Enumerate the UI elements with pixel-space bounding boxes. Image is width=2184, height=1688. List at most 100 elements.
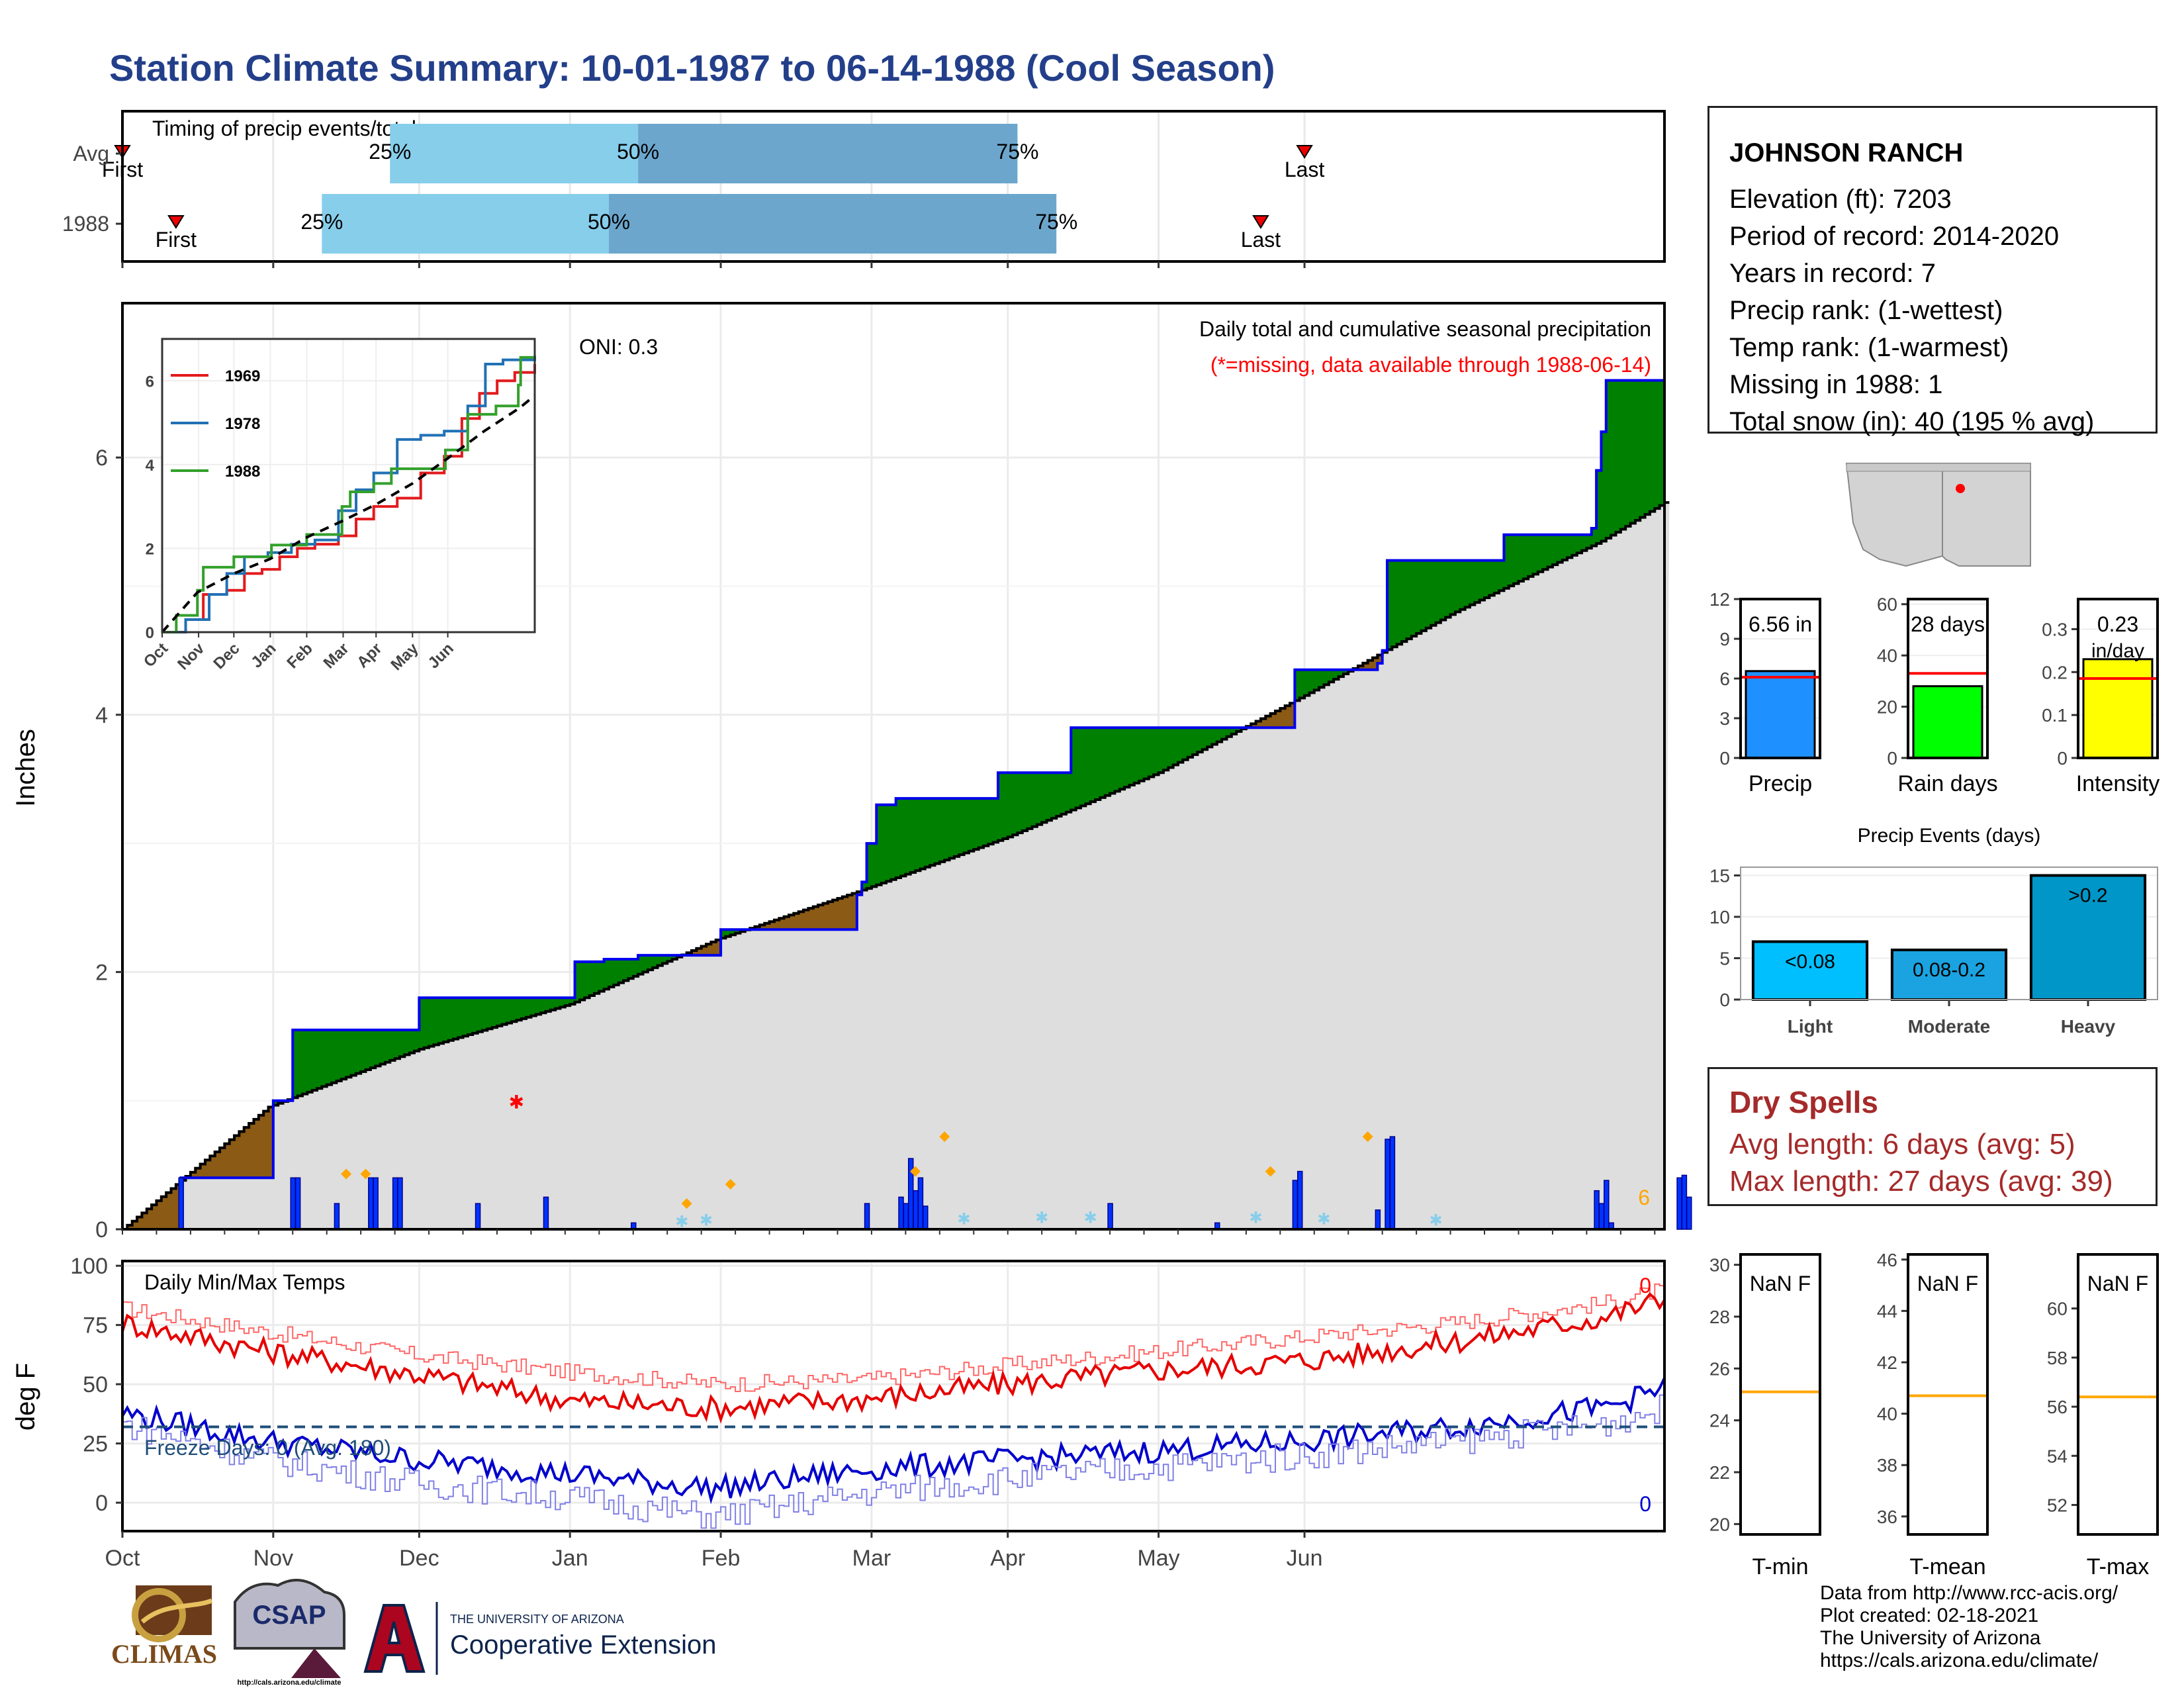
above-avg-fill [1396, 560, 1402, 645]
summary-bar [2082, 658, 2154, 759]
station-line: Missing in 1988: 1 [1729, 370, 1943, 399]
above-avg-fill [1450, 560, 1456, 615]
snow-marker-icon [725, 1178, 736, 1190]
daily-precip-bar [913, 1190, 919, 1230]
below-avg-fill [1372, 657, 1378, 670]
temp-xtick-label: May [1137, 1546, 1179, 1571]
above-avg-fill [1494, 560, 1500, 593]
above-avg-fill [380, 1029, 386, 1064]
above-avg-fill [974, 798, 979, 850]
summary-ytick-label: 12 [1709, 589, 1730, 610]
below-avg-fill [833, 900, 839, 930]
below-avg-fill [715, 939, 721, 956]
summary-panel-border [1907, 598, 1989, 759]
above-avg-fill [1611, 380, 1617, 536]
inset-ytick-label: 0 [146, 624, 154, 642]
page-title: Station Climate Summary: 10-01-1987 to 0… [109, 47, 1275, 89]
above-avg-fill [1071, 727, 1077, 810]
tsummary-value-label: NaN F [1750, 1272, 1811, 1295]
above-avg-fill [1216, 727, 1222, 742]
above-avg-fill [326, 1029, 332, 1085]
above-avg-fill [876, 804, 882, 885]
first-marker-icon [167, 215, 185, 229]
above-avg-fill [1144, 727, 1150, 779]
above-avg-fill [998, 773, 1003, 841]
events-ytick-label: 5 [1719, 949, 1730, 969]
below-avg-fill [837, 898, 843, 930]
events-ytick-label: 15 [1709, 866, 1730, 886]
above-avg-fill [1027, 773, 1033, 829]
tsummary-ytick-label: 40 [1877, 1404, 1897, 1425]
above-avg-fill [414, 1029, 420, 1051]
events-bar-label: <0.08 [1785, 951, 1835, 973]
above-avg-fill [1158, 727, 1164, 773]
below-avg-fill [764, 923, 770, 930]
summary-ytick-label: 0 [1887, 748, 1897, 769]
above-avg-fill [1489, 560, 1495, 596]
climas-logo-background [136, 1585, 212, 1635]
temp-chart-title: Daily Min/Max Temps [144, 1270, 345, 1294]
freeze-marker-icon: ✱ [675, 1213, 688, 1231]
above-avg-fill [1119, 727, 1125, 790]
below-avg-fill [137, 1217, 143, 1229]
above-avg-fill [895, 798, 901, 878]
above-avg-fill [570, 998, 576, 1004]
map-state-border-north [1846, 463, 2031, 472]
above-avg-fill [1620, 380, 1626, 530]
daily-precip-bar [903, 1203, 909, 1230]
above-avg-fill [614, 959, 619, 985]
above-avg-fill [1197, 727, 1203, 753]
tsummary-ytick-label: 26 [1709, 1358, 1730, 1379]
above-avg-fill [365, 1029, 371, 1070]
above-avg-fill [925, 798, 931, 867]
daily-precip-bar [334, 1203, 340, 1230]
freeze-marker-icon: ✱ [700, 1211, 713, 1229]
below-avg-fill [788, 915, 794, 930]
above-avg-fill [506, 998, 512, 1023]
above-avg-fill [1003, 773, 1009, 839]
summary-ytick-label: 9 [1719, 629, 1730, 649]
below-avg-fill [759, 925, 765, 930]
temp-series-line [121, 1377, 1666, 1505]
above-avg-fill [1056, 773, 1062, 817]
daily-precip-bar [1598, 1203, 1605, 1230]
below-avg-fill [146, 1209, 152, 1229]
daily-precip-bar [917, 1177, 924, 1230]
freeze-marker-icon: ✱ [1035, 1209, 1048, 1227]
events-chart-title: Precip Events (days) [1858, 825, 2041, 847]
above-avg-fill [1193, 727, 1198, 755]
above-avg-fill [307, 1029, 313, 1092]
tsummary-ytick-label: 38 [1877, 1455, 1897, 1476]
precip-panel-border [121, 302, 1666, 1231]
inset-legend-label: 1969 [225, 367, 260, 385]
above-avg-fill [934, 798, 940, 864]
summary-panel-border [2077, 598, 2159, 759]
precip-ytick-label: 0 [95, 1217, 108, 1243]
above-avg-fill [336, 1029, 342, 1081]
station-line: Elevation (ft): 7203 [1729, 185, 1952, 214]
above-avg-fill [910, 798, 916, 872]
above-avg-fill [1543, 534, 1549, 570]
above-avg-fill [939, 798, 945, 862]
above-avg-fill [463, 998, 469, 1037]
above-avg-fill [1309, 669, 1315, 693]
ua-logo-line1: THE UNIVERSITY OF ARIZONA [450, 1613, 624, 1626]
tsummary-category-label: T-min [1752, 1554, 1809, 1579]
below-avg-fill [856, 892, 862, 895]
below-avg-fill [200, 1164, 206, 1178]
daily-precip-bar [1292, 1180, 1298, 1230]
above-avg-fill [404, 1029, 410, 1055]
above-avg-fill [550, 998, 556, 1010]
events-xtick-label: Heavy [2061, 1016, 2116, 1037]
precip-ylabel: Inches [11, 729, 40, 807]
tsummary-ytick-label: 28 [1709, 1307, 1730, 1327]
above-avg-fill [541, 998, 547, 1013]
last-label: Last [1285, 158, 1325, 181]
above-avg-fill [1129, 727, 1135, 786]
above-avg-fill [1625, 380, 1631, 527]
above-avg-fill [1465, 560, 1471, 608]
above-avg-fill [1007, 773, 1013, 837]
above-avg-fill [1426, 560, 1432, 628]
tsummary-panel-border [1739, 1253, 1821, 1536]
